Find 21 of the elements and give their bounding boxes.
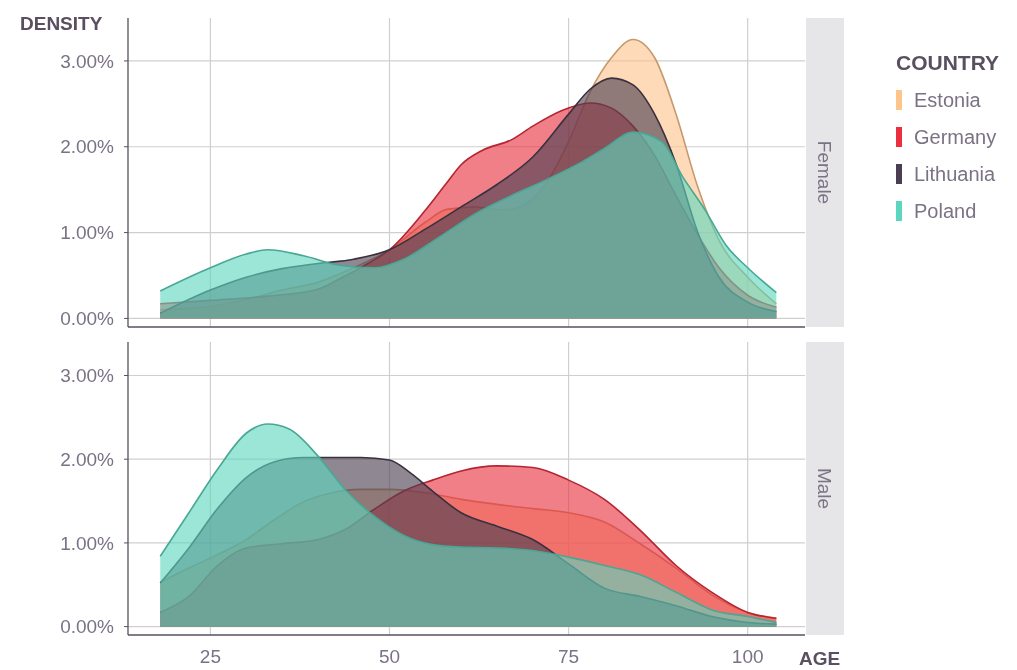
y-tick-label: 3.00% xyxy=(60,50,115,72)
legend-label: Lithuania xyxy=(914,163,997,185)
legend-label: Poland xyxy=(914,200,977,222)
y-tick-label: 1.00% xyxy=(60,532,115,554)
x-axis-title: AGE xyxy=(799,648,841,669)
text: Female xyxy=(814,140,836,205)
y-tick-label: 2.00% xyxy=(60,136,115,158)
y-tick-label: 2.00% xyxy=(60,448,115,470)
y-axis-title: DENSITY xyxy=(20,13,103,34)
legend-title: COUNTRY xyxy=(896,51,1000,74)
y-tick-label: 1.00% xyxy=(60,222,115,244)
legend-label: Estonia xyxy=(914,89,982,111)
text: Male xyxy=(814,467,836,510)
y-tick-label: 3.00% xyxy=(60,365,115,387)
x-tick-label: 50 xyxy=(378,646,401,667)
y-tick-label: 0.00% xyxy=(60,308,115,330)
legend-label: Germany xyxy=(914,126,997,148)
y-tick-label: 0.00% xyxy=(60,616,115,638)
x-tick-label: 25 xyxy=(199,646,221,667)
x-tick-label: 100 xyxy=(731,646,764,667)
x-tick-label: 75 xyxy=(558,646,580,667)
